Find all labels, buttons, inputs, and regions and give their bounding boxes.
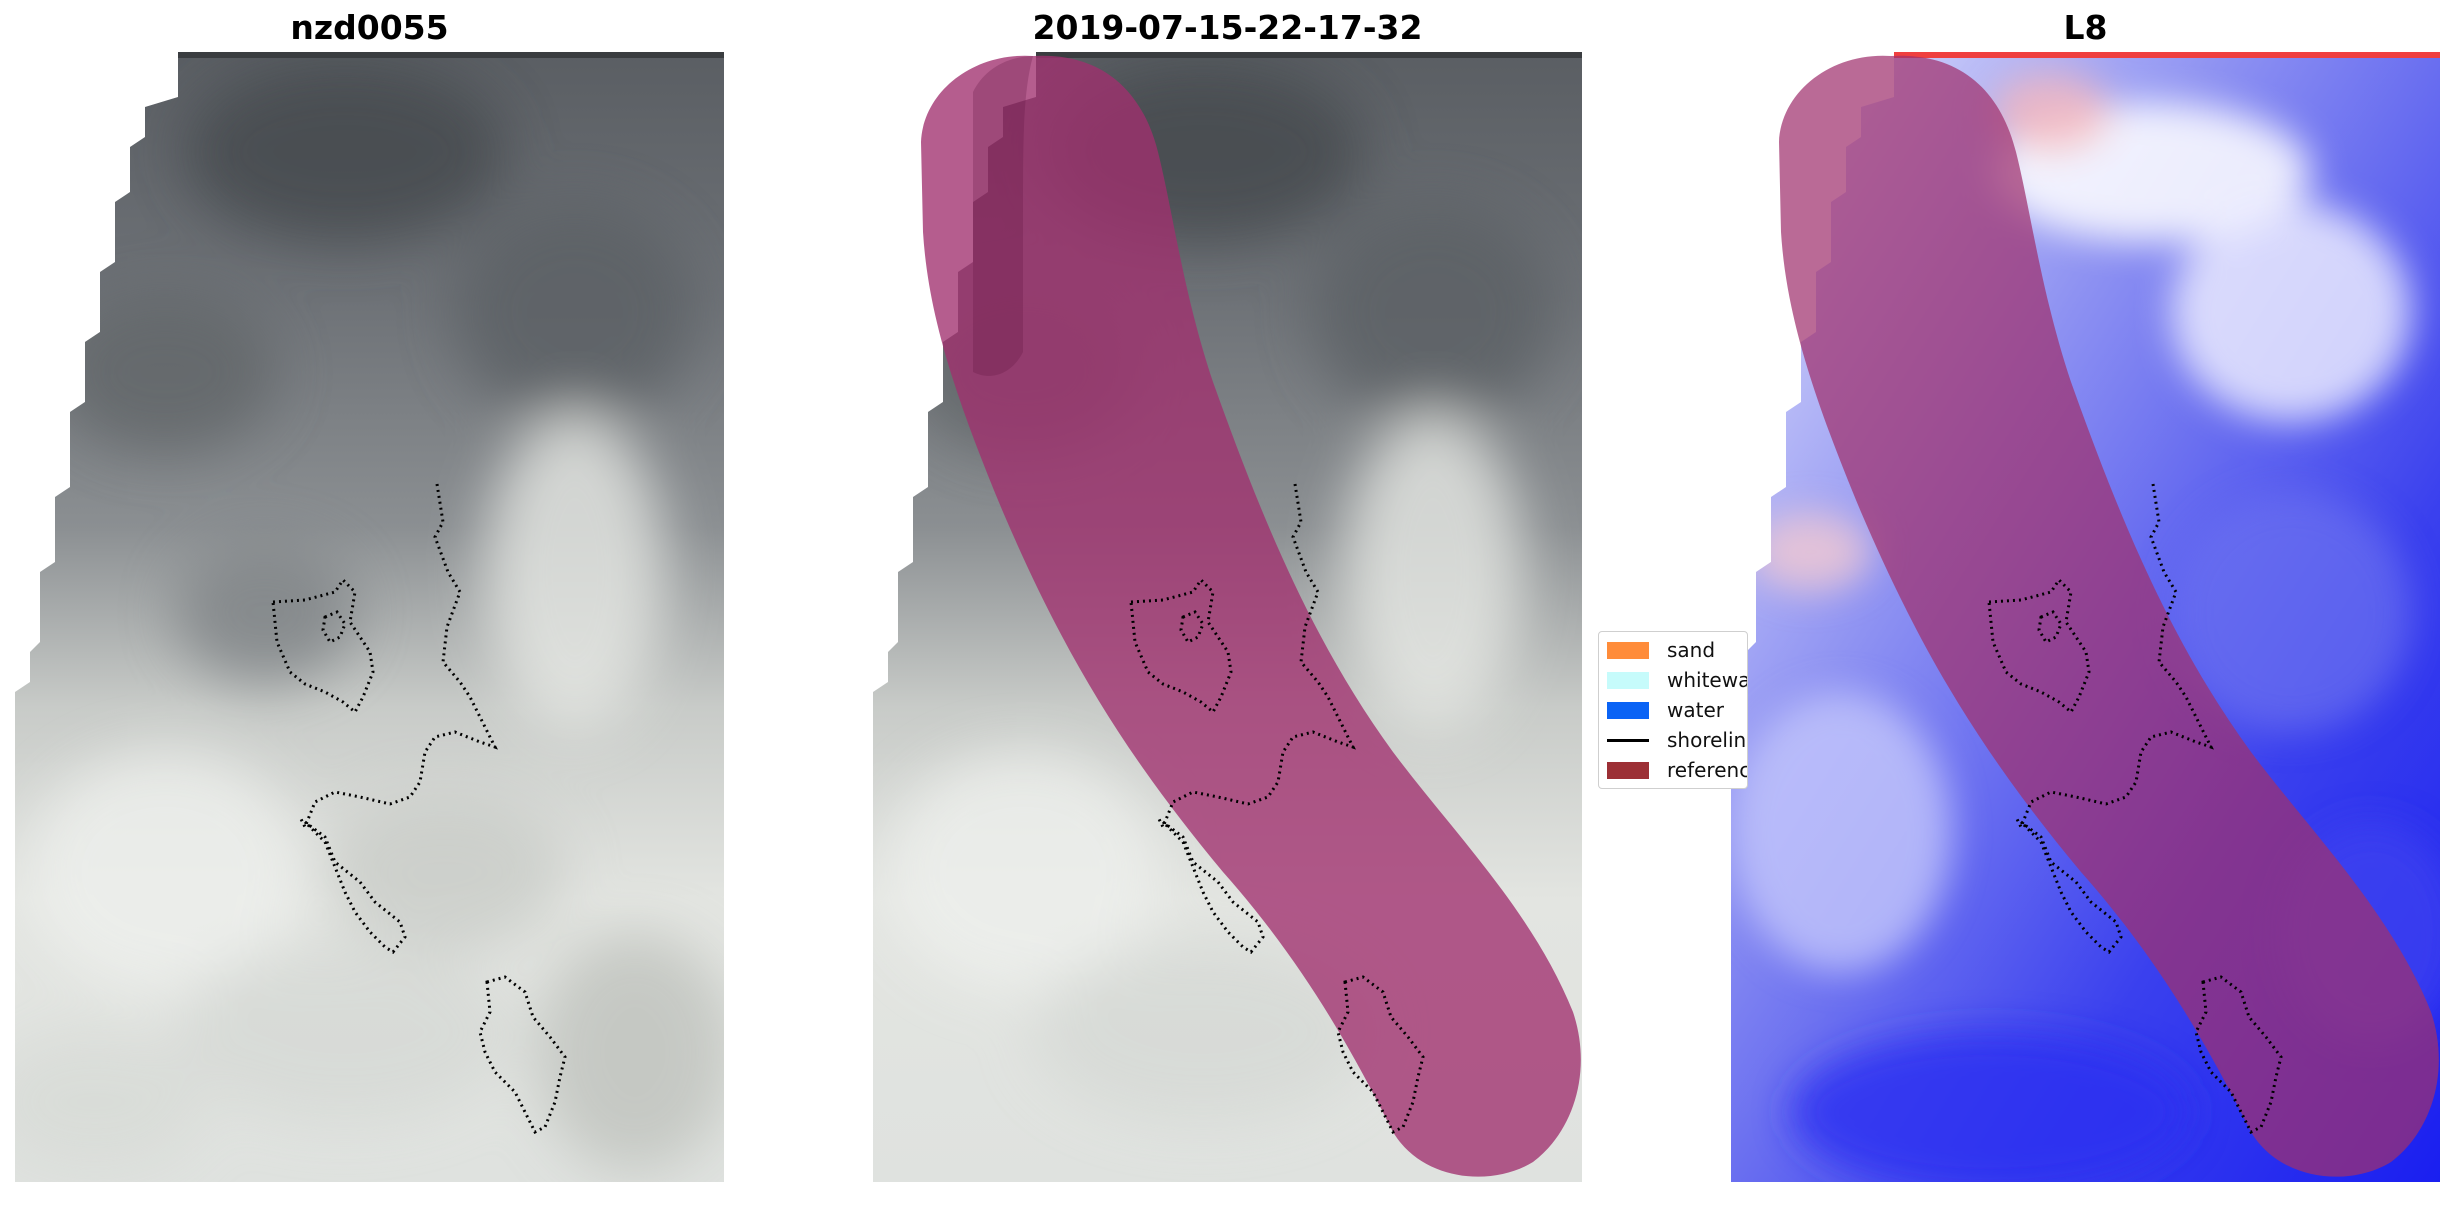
legend-label: reference [1667, 758, 1747, 782]
water-swatch [1607, 701, 1649, 719]
reference-shoreline [1987, 483, 2283, 1135]
rgb-image-panel [15, 52, 724, 1182]
reference-swatch [1607, 761, 1649, 779]
panel-title-date: 2019-07-15-22-17-32 [1032, 8, 1423, 47]
reference-shoreline [1129, 483, 1425, 1135]
panel-overlap-edge [1731, 600, 1751, 820]
legend-item-shoreline: shoreline [1607, 728, 1747, 752]
sand-swatch [1607, 641, 1649, 659]
panel-title-index: L8 [2063, 8, 2108, 47]
buffer-zone [1779, 55, 2439, 1177]
legend-item-reference: reference [1607, 758, 1747, 782]
legend-item-whitewater: whitewater [1607, 668, 1748, 692]
legend-item-sand: sand [1607, 638, 1715, 662]
buffer-overlay-panel [873, 52, 1582, 1182]
reference-shoreline [271, 483, 567, 1135]
legend: sand whitewater water shoreline referenc… [1598, 631, 1748, 789]
whitewater-swatch [1607, 671, 1649, 689]
legend-label: sand [1667, 638, 1716, 662]
legend-label: whitewater [1667, 668, 1748, 692]
panel-title-rgb: nzd0055 [290, 8, 449, 47]
buffer-zone [921, 55, 1581, 1177]
legend-label: water [1667, 698, 1724, 722]
legend-item-water: water [1607, 698, 1724, 722]
index-image-panel [1731, 52, 2440, 1182]
legend-label: shoreline [1667, 728, 1747, 752]
shoreline-line-icon [1607, 738, 1649, 742]
